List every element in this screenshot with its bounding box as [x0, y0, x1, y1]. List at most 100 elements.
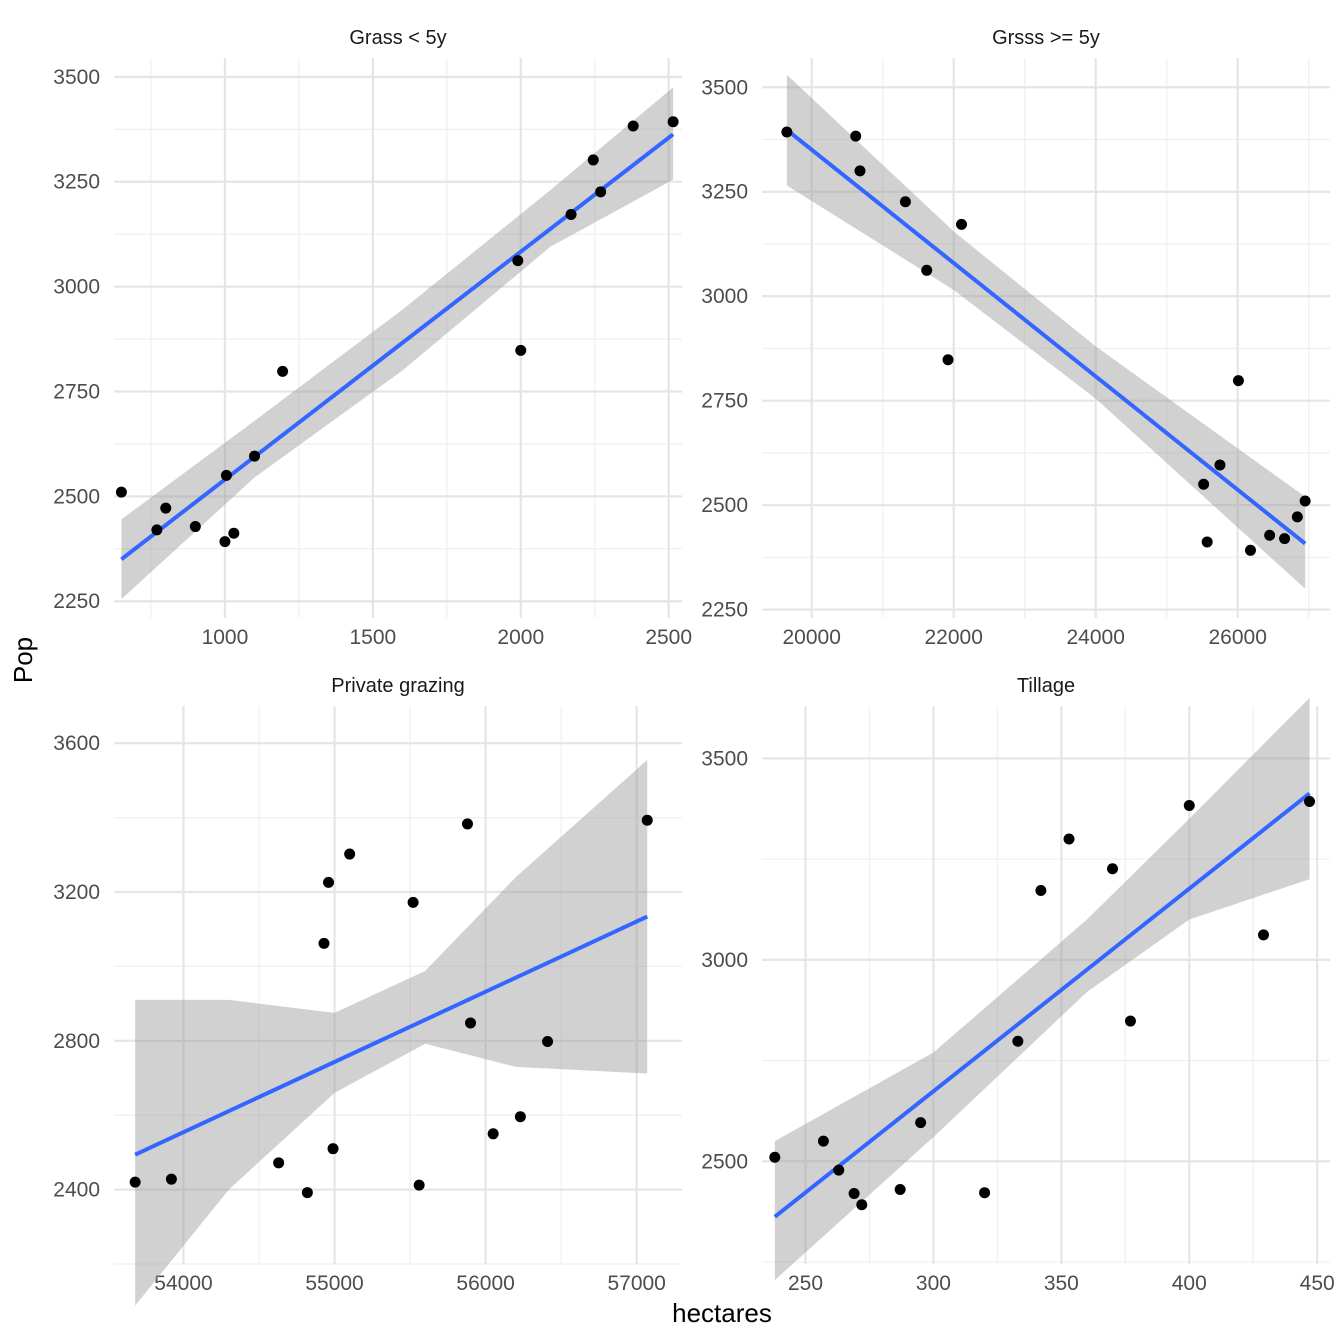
y-tick-label: 3250: [53, 171, 100, 194]
data-point: [921, 264, 933, 276]
y-tick-label: 3200: [53, 881, 100, 904]
data-point: [1124, 1015, 1136, 1027]
y-tick-label: 3250: [701, 181, 748, 204]
x-tick-label: 350: [1044, 1272, 1079, 1295]
x-tick-label: 1000: [202, 626, 249, 649]
data-point: [1035, 885, 1047, 897]
data-point: [641, 814, 653, 826]
data-point: [565, 208, 577, 220]
data-point: [465, 1017, 477, 1029]
data-point: [515, 344, 527, 356]
panel-grass-lt5: 1000 1500 2000 2500 2250 2500 2750 3000 3250 3500…: [53, 27, 692, 649]
data-point: [1299, 495, 1311, 507]
panel-private-grazing: 54000 55000 56000 57000 2400 2800 3200 3600 Priv…: [53, 675, 682, 1306]
data-point: [1183, 800, 1195, 812]
data-point: [899, 196, 911, 208]
data-point: [1257, 929, 1269, 941]
y-axis-title: Pop: [8, 637, 38, 683]
data-point: [627, 120, 639, 132]
y-tick-label: 3600: [53, 732, 100, 755]
y-tick-label: 3000: [53, 276, 100, 299]
data-point: [461, 818, 473, 830]
data-point: [344, 848, 356, 860]
data-point: [514, 1111, 526, 1123]
data-point: [249, 450, 261, 462]
regression-line: [134, 914, 649, 1157]
data-point: [769, 1151, 781, 1163]
confidence-band: [135, 759, 648, 1306]
data-point: [1107, 863, 1119, 875]
data-point: [854, 165, 866, 177]
data-point: [318, 937, 330, 949]
data-point: [856, 1199, 868, 1211]
x-tick-label: 54000: [154, 1272, 212, 1295]
data-point: [894, 1183, 906, 1195]
regression-line: [773, 791, 1311, 1219]
x-tick-label: 300: [916, 1272, 951, 1295]
panel-tillage: 250 300 350 400 450 2500 3000 3500 Tillage: [701, 675, 1334, 1295]
y-tick-label: 2500: [53, 485, 100, 508]
x-tick-label: 400: [1172, 1272, 1207, 1295]
data-point: [1291, 511, 1303, 523]
data-point: [817, 1135, 829, 1147]
data-point: [1063, 833, 1075, 845]
data-point: [301, 1187, 313, 1199]
data-point: [1264, 529, 1276, 541]
data-point: [1279, 533, 1291, 545]
data-point: [850, 130, 862, 142]
x-tick-label: 2500: [645, 626, 692, 649]
x-tick-label: 20000: [782, 626, 840, 649]
data-point: [1012, 1035, 1024, 1047]
data-point: [667, 116, 679, 128]
data-point: [848, 1187, 860, 1199]
y-tick-label: 2750: [701, 390, 748, 413]
y-tick-label: 2250: [701, 599, 748, 622]
data-point: [220, 469, 232, 481]
data-point: [1201, 536, 1213, 548]
y-tick-label: 3500: [701, 76, 748, 99]
data-point: [115, 486, 127, 498]
data-point: [942, 354, 954, 366]
regression-line: [120, 132, 675, 561]
data-point: [327, 1143, 339, 1155]
data-point: [487, 1128, 499, 1140]
x-tick-label: 57000: [607, 1272, 665, 1295]
data-point: [277, 365, 289, 377]
data-point: [915, 1117, 927, 1129]
panel-title: Grass < 5y: [349, 27, 446, 49]
y-tick-label: 3500: [701, 747, 748, 770]
chart-panels: 1000 1500 2000 2500 2250 2500 2750 3000 3250 3500…: [53, 27, 1335, 1306]
data-point: [413, 1179, 425, 1191]
data-point: [587, 154, 599, 166]
x-tick-label: 24000: [1066, 626, 1124, 649]
x-tick-label: 450: [1300, 1272, 1335, 1295]
y-tick-label: 3500: [53, 66, 100, 89]
data-point: [160, 502, 172, 514]
data-point: [189, 521, 201, 533]
x-tick-label: 55000: [305, 1272, 363, 1295]
panel-title: Private grazing: [331, 675, 464, 697]
panel-grass-ge5: 20000 22000 24000 26000 2250 2500 2750 3000 3250…: [701, 27, 1330, 649]
confidence-band: [121, 87, 674, 600]
confidence-band: [786, 74, 1306, 589]
data-point: [151, 524, 163, 536]
x-tick-label: 56000: [456, 1272, 514, 1295]
y-tick-label: 2400: [53, 1179, 100, 1202]
x-tick-label: 1500: [349, 626, 396, 649]
data-point: [219, 536, 231, 548]
data-point: [979, 1187, 991, 1199]
y-tick-label: 2250: [53, 590, 100, 613]
data-point: [833, 1164, 845, 1176]
y-tick-label: 3000: [701, 949, 748, 972]
panel-title: Grsss >= 5y: [992, 27, 1100, 49]
x-tick-label: 250: [788, 1272, 823, 1295]
data-point: [323, 876, 335, 888]
data-point: [542, 1036, 554, 1048]
panel-title: Tillage: [1017, 675, 1075, 697]
data-point: [165, 1173, 177, 1185]
data-point: [512, 255, 524, 267]
data-point: [1214, 459, 1226, 471]
regression-line: [785, 128, 1307, 546]
data-point: [781, 126, 793, 138]
